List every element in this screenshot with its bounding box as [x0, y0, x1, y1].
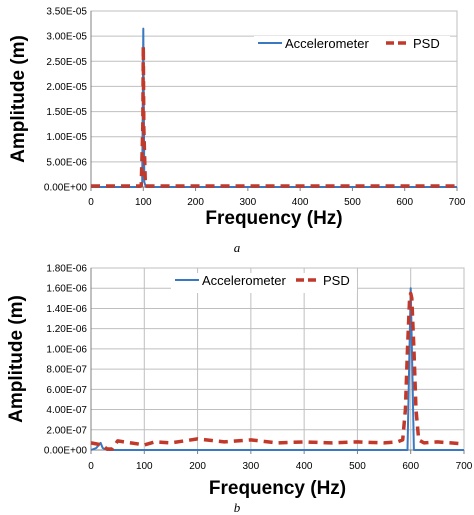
legend-label-psd: PSD — [413, 36, 440, 51]
series-line-psd — [91, 44, 457, 188]
y-tick-label: 2.50E-05 — [46, 57, 87, 68]
plot-area — [90, 267, 465, 451]
panel-caption: a — [234, 240, 241, 255]
x-axis-title: Frequency (Hz) — [209, 478, 346, 499]
x-tick-label: 500 — [349, 461, 366, 472]
x-tick-label: 700 — [449, 197, 466, 208]
y-tick-label: 0.00E+00 — [44, 446, 88, 457]
x-tick-label: 0 — [88, 461, 94, 472]
y-tick-label: 2.00E-07 — [46, 425, 87, 436]
x-tick-label: 200 — [187, 197, 204, 208]
y-tick-label: 3.50E-05 — [46, 7, 87, 18]
y-tick-label: 5.00E-06 — [46, 157, 87, 168]
x-tick-label: 200 — [189, 461, 206, 472]
x-tick-label: 600 — [396, 197, 413, 208]
x-tick-label: 100 — [136, 461, 153, 472]
x-tick-label: 300 — [243, 461, 260, 472]
legend: Accelerometer PSD — [254, 36, 450, 56]
x-tick-label: 300 — [240, 197, 257, 208]
y-tick-label: 3.00E-05 — [46, 32, 87, 43]
y-tick-label: 1.00E-06 — [46, 344, 87, 355]
x-tick-label: 600 — [402, 461, 419, 472]
y-tick-label: 1.40E-06 — [46, 304, 87, 315]
chart-b: 0.00E+00 2.00E-07 4.00E-07 6.00E-07 8.00E-07… — [6, 264, 473, 515]
y-tick-label: 1.20E-06 — [46, 324, 87, 335]
legend-label-psd: PSD — [323, 273, 350, 288]
y-tick-label: 1.80E-06 — [46, 264, 87, 275]
y-axis-title: Amplitude (m) — [6, 295, 27, 423]
x-tick-label: 500 — [344, 197, 361, 208]
y-tick-label: 6.00E-07 — [46, 385, 87, 396]
chart-a: 0.00E+00 5.00E-06 1.00E-05 1.50E-05 2.00E-05… — [8, 7, 466, 256]
y-axis-title: Amplitude (m) — [8, 35, 29, 163]
y-tick-label: 1.00E-05 — [46, 132, 87, 143]
series-line-psd — [90, 291, 465, 451]
x-tick-label: 0 — [88, 197, 94, 208]
y-tick-label: 1.60E-06 — [46, 284, 87, 295]
y-tick-label: 0.00E+00 — [44, 183, 88, 194]
legend-box — [171, 273, 357, 293]
legend-label-accelerometer: Accelerometer — [285, 36, 369, 51]
x-tick-label: 400 — [296, 461, 313, 472]
y-tick-label: 2.00E-05 — [46, 82, 87, 93]
legend-label-accelerometer: Accelerometer — [202, 273, 286, 288]
legend-box — [254, 36, 450, 56]
y-tick-label: 8.00E-07 — [46, 365, 87, 376]
legend: Accelerometer PSD — [171, 273, 357, 293]
x-tick-label: 100 — [135, 197, 152, 208]
y-tick-label: 4.00E-07 — [46, 405, 87, 416]
x-tick-label: 400 — [292, 197, 309, 208]
x-tick-label: 700 — [456, 461, 473, 472]
x-axis-title: Frequency (Hz) — [205, 208, 342, 229]
panel-caption: b — [234, 500, 241, 515]
y-tick-label: 1.50E-05 — [46, 107, 87, 118]
